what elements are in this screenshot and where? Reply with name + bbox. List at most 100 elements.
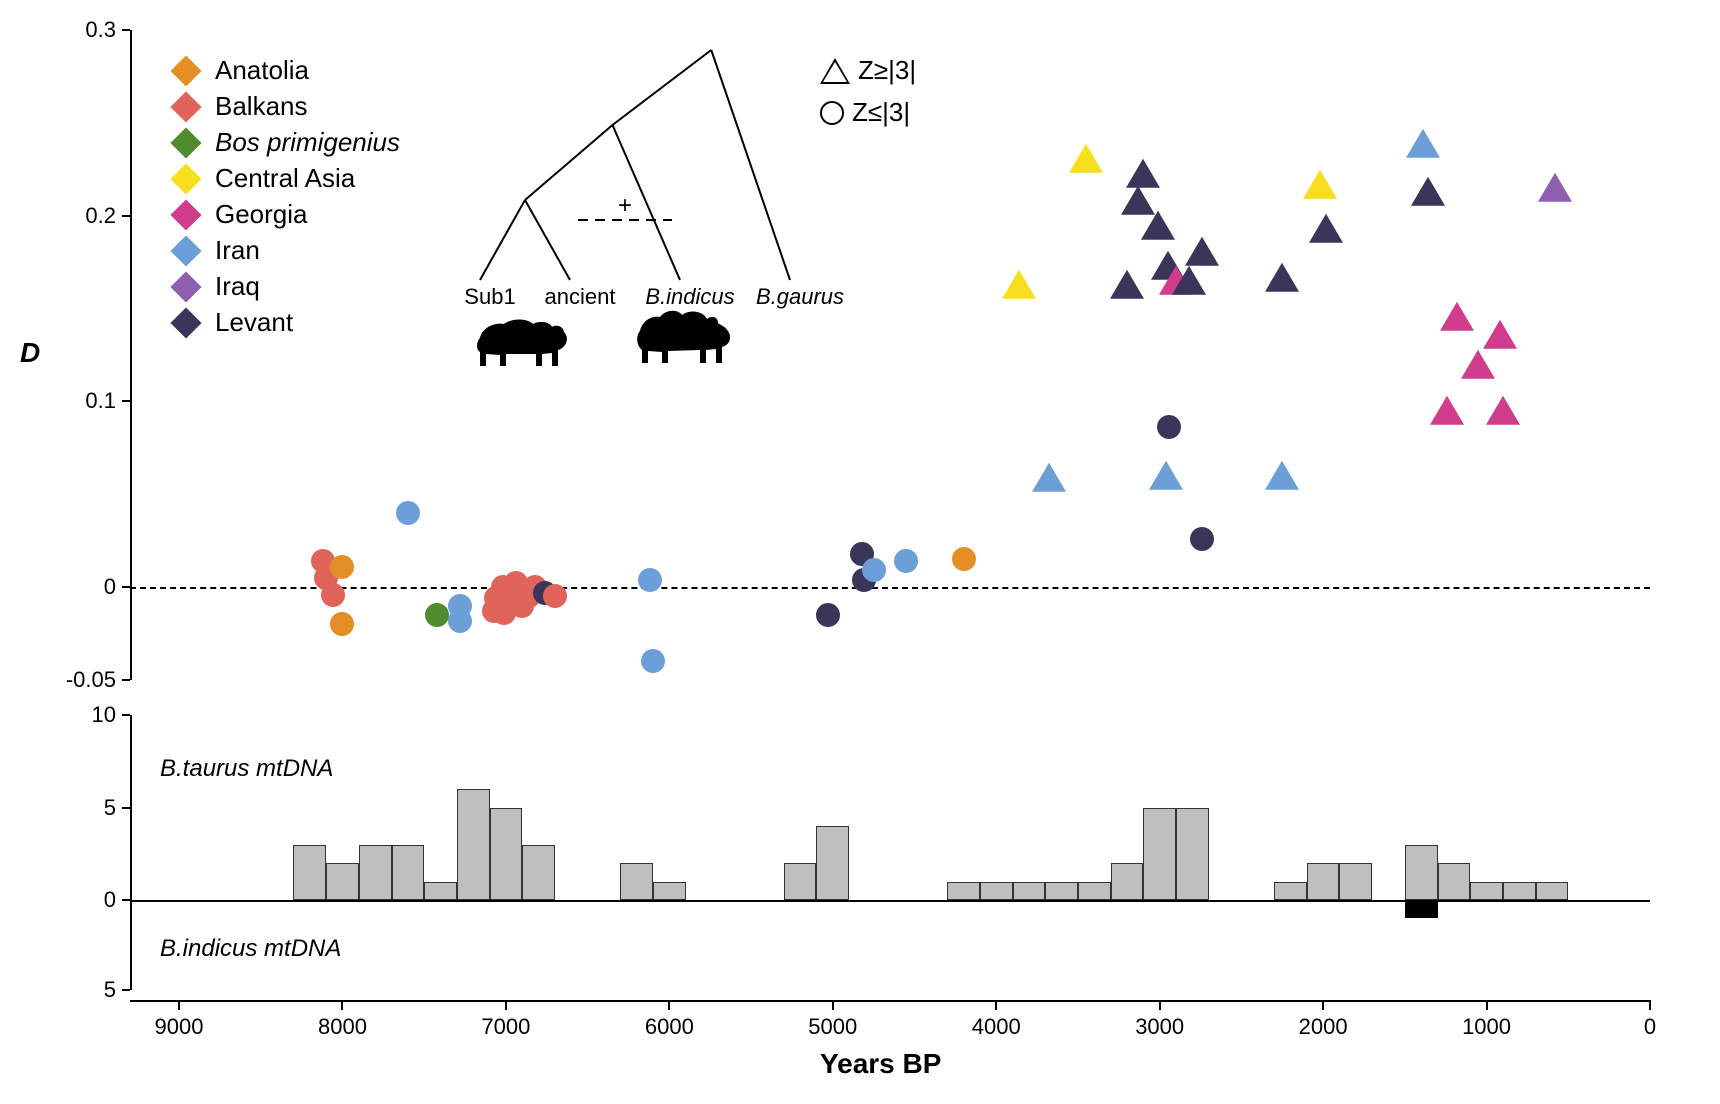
hist-label-taurus: B.taurus mtDNA — [160, 755, 333, 783]
legend-region-row: Levant — [175, 307, 293, 338]
hist-ytick-label: 5 — [56, 977, 116, 1003]
scatter-marker-circle — [952, 547, 976, 571]
legend-shape-label: Z≥|3| — [858, 55, 916, 86]
xtick-label: 4000 — [956, 1014, 1036, 1040]
legend-region-row: Anatolia — [175, 55, 309, 86]
hist-bar-taurus — [1111, 863, 1144, 900]
hist-bar-taurus — [653, 882, 686, 901]
legend-swatch-icon — [170, 235, 201, 266]
hist-bar-indicus — [1405, 900, 1438, 918]
scatter-marker-triangle — [1406, 129, 1440, 158]
scatter-marker-triangle — [1110, 270, 1144, 299]
hist-bar-taurus — [1045, 882, 1078, 901]
ytick — [122, 400, 130, 402]
xtick — [668, 1000, 670, 1010]
ytick-label: 0.3 — [36, 17, 116, 43]
ytick-label: 0.2 — [36, 203, 116, 229]
legend-swatch-icon — [170, 55, 201, 86]
legend-swatch-icon — [170, 271, 201, 302]
legend-swatch-icon — [170, 199, 201, 230]
scatter-marker-triangle — [1483, 320, 1517, 349]
hist-bar-taurus — [784, 863, 817, 900]
xtick-label: 5000 — [793, 1014, 873, 1040]
scatter-marker-triangle — [1309, 214, 1343, 243]
hist-bar-taurus — [1536, 882, 1569, 901]
xtick — [505, 1000, 507, 1010]
xtick — [1322, 1000, 1324, 1010]
hist-bar-taurus — [980, 882, 1013, 901]
scatter-marker-triangle — [1411, 177, 1445, 206]
hist-bar-taurus — [1405, 845, 1438, 901]
legend-region-label: Iraq — [215, 271, 260, 302]
scatter-marker-circle — [1190, 527, 1214, 551]
xtick — [1159, 1000, 1161, 1010]
ytick-label: 0 — [36, 574, 116, 600]
scatter-marker-triangle — [1486, 396, 1520, 425]
hist-ytick-label: 5 — [56, 795, 116, 821]
legend-shape-label: Z≤|3| — [852, 97, 910, 128]
scatter-marker-circle — [543, 584, 567, 608]
hist-bar-taurus — [816, 826, 849, 900]
hist-ytick — [122, 714, 130, 716]
legend-region-row: Iran — [175, 235, 260, 266]
legend-region-label: Levant — [215, 307, 293, 338]
hist-bar-taurus — [1503, 882, 1536, 901]
legend-region-label: Georgia — [215, 199, 308, 230]
scatter-marker-triangle — [1032, 463, 1066, 492]
scatter-marker-triangle — [1172, 266, 1206, 295]
zebu-silhouette-icon — [630, 305, 740, 375]
hist-bar-taurus — [1307, 863, 1340, 900]
legend-region-row: Iraq — [175, 271, 260, 302]
legend-swatch-icon — [170, 307, 201, 338]
xtick-label: 6000 — [629, 1014, 709, 1040]
scatter-marker-circle — [425, 603, 449, 627]
ytick-label: -0.05 — [36, 667, 116, 693]
x-axis-line — [130, 1000, 1650, 1002]
tree-tip-label: ancient — [530, 284, 630, 310]
hist-bar-taurus — [490, 808, 523, 901]
hist-ytick — [122, 989, 130, 991]
xtick-label: 7000 — [466, 1014, 546, 1040]
scatter-marker-triangle — [1430, 396, 1464, 425]
scatter-marker-circle — [330, 612, 354, 636]
hist-bar-taurus — [522, 845, 555, 901]
scatter-marker-circle — [894, 549, 918, 573]
hist-bar-taurus — [1143, 808, 1176, 901]
hist-bar-taurus — [1339, 863, 1372, 900]
scatter-marker-triangle — [1265, 262, 1299, 291]
hist-bar-taurus — [1013, 882, 1046, 901]
hist-bar-taurus — [620, 863, 653, 900]
tree-tip-label: B.gaurus — [750, 284, 850, 310]
hist-bar-taurus — [326, 863, 359, 900]
hist-bar-taurus — [1438, 863, 1471, 900]
ytick — [122, 586, 130, 588]
scatter-marker-circle — [638, 568, 662, 592]
scatter-marker-triangle — [1303, 169, 1337, 198]
legend-region-row: Central Asia — [175, 163, 355, 194]
hist-ytick-label: 10 — [56, 702, 116, 728]
scatter-marker-triangle — [1440, 301, 1474, 330]
legend-swatch-icon — [170, 163, 201, 194]
hist-bar-taurus — [424, 882, 457, 901]
xtick — [995, 1000, 997, 1010]
tree-tip-label: Sub1 — [440, 284, 540, 310]
scatter-marker-triangle — [1126, 158, 1160, 187]
figure-canvas: -0.0500.10.20.3DAnatoliaBalkansBos primi… — [0, 0, 1720, 1104]
tree-plus-label: + — [618, 192, 632, 220]
hist-bar-taurus — [392, 845, 425, 901]
hist-bar-taurus — [1176, 808, 1209, 901]
scatter-marker-triangle — [1461, 350, 1495, 379]
xtick — [1649, 1000, 1651, 1010]
x-axis-label: Years BP — [820, 1048, 941, 1080]
hist-ytick — [122, 807, 130, 809]
legend-region-row: Balkans — [175, 91, 308, 122]
scatter-marker-circle — [448, 609, 472, 633]
hist-bar-taurus — [1078, 882, 1111, 901]
ytick-label: 0.1 — [36, 388, 116, 414]
y-axis-scatter — [130, 30, 132, 680]
xtick-label: 2000 — [1283, 1014, 1363, 1040]
scatter-marker-circle — [816, 603, 840, 627]
legend-swatch-icon — [170, 127, 201, 158]
scatter-marker-triangle — [1002, 270, 1036, 299]
hist-bar-taurus — [359, 845, 392, 901]
